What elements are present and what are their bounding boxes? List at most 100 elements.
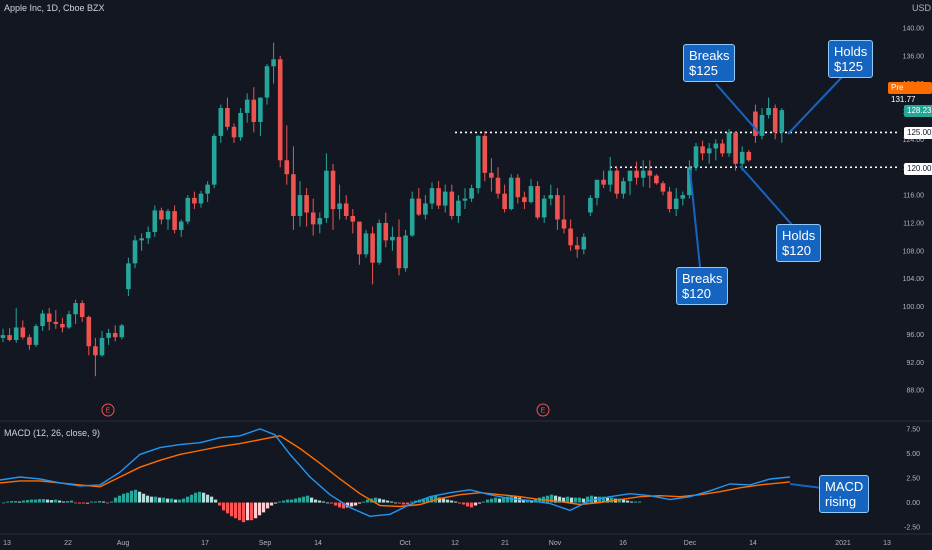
pre-market-tag: Pre 131.77 (888, 82, 932, 104)
time-tick-label: 16 (619, 540, 627, 547)
macd-histogram-bar (174, 499, 178, 503)
candle-body (205, 184, 210, 194)
candle-body (462, 198, 468, 201)
macd-histogram-bar (382, 499, 386, 503)
macd-signal-line (0, 435, 791, 508)
macd-histogram-bar (250, 502, 254, 521)
macd-tick-label: 7.50 (906, 426, 920, 433)
candle-body (621, 181, 626, 194)
candle-body (693, 146, 699, 168)
macd-histogram-bar (434, 495, 438, 503)
macd-histogram-bar (26, 500, 30, 503)
candle-body (475, 135, 481, 189)
macd-tick-label: 0.00 (906, 500, 920, 507)
macd-histogram-bar (318, 500, 322, 503)
macd-tick-label: 5.00 (906, 451, 920, 458)
candle-body (376, 222, 382, 263)
candle-body (73, 303, 78, 315)
macd-histogram-bar (302, 496, 306, 503)
candle-body (680, 195, 686, 199)
macd-histogram-bar (290, 499, 294, 503)
candle-body (238, 112, 243, 138)
candle-body (581, 236, 587, 250)
candle-body (535, 186, 540, 218)
macd-histogram-bar (626, 500, 630, 503)
macd-histogram-bar (402, 502, 406, 505)
macd-histogram-bar (294, 498, 298, 503)
macd-histogram-bar (454, 501, 458, 503)
level-125-tag: 125.00 (904, 127, 932, 139)
candle-body (99, 337, 105, 356)
candle-body (403, 235, 408, 269)
macd-histogram-bar (390, 501, 394, 503)
candle-body (350, 216, 356, 222)
macd-histogram-bar (190, 494, 194, 503)
macd-histogram-bar (498, 498, 502, 503)
macd-histogram-bar (354, 502, 358, 506)
macd-histogram-bar (54, 499, 58, 503)
candle-body (7, 335, 12, 340)
price-tick-label: 112.00 (903, 220, 924, 227)
candle-body (284, 160, 290, 175)
macd-histogram-bar (306, 495, 310, 503)
candle-body (594, 179, 600, 198)
candle-body (20, 327, 26, 338)
macd-histogram-bar (98, 501, 102, 503)
macd-histogram-bar (214, 499, 218, 503)
macd-histogram-bar (78, 502, 82, 504)
candle-body (271, 59, 276, 67)
macd-histogram-bar (158, 497, 162, 503)
candle-body (357, 221, 362, 255)
macd-histogram-bar (130, 490, 134, 503)
candle-body (489, 172, 494, 178)
candle-body (548, 195, 554, 199)
macd-histogram-bar (126, 492, 130, 503)
macd-histogram-bar (70, 500, 74, 503)
macd-histogram-bar (386, 500, 390, 503)
callout-pointer (789, 483, 823, 489)
macd-histogram-bar (522, 499, 526, 503)
macd-histogram-bar (546, 495, 550, 503)
macd-histogram-bar (622, 499, 626, 503)
candle-body (198, 193, 204, 204)
macd-histogram-bar (138, 491, 142, 503)
symbol-title: Apple Inc, 1D, Cboe BZX (4, 3, 105, 13)
macd-histogram-bar (534, 498, 538, 503)
candle-body (720, 143, 725, 154)
macd-histogram-bar (478, 502, 482, 504)
candle-body (779, 110, 785, 133)
price-tick-label: 96.00 (906, 332, 924, 339)
candle-body (159, 210, 164, 220)
price-tick-label: 124.00 (903, 137, 925, 144)
candle-body (390, 236, 395, 241)
candle-body (185, 197, 191, 222)
macd-histogram-bar (14, 501, 18, 503)
macd-histogram-bar (446, 499, 450, 503)
candle-body (112, 333, 118, 338)
price-tick-label: 100.00 (903, 304, 925, 311)
candle-body (700, 146, 705, 154)
macd-histogram-bar (2, 502, 6, 504)
macd-histogram-bar (558, 496, 562, 503)
macd-title: MACD (12, 26, close, 9) (4, 428, 101, 438)
macd-histogram-bar (450, 500, 454, 503)
macd-histogram-bar (410, 501, 414, 503)
candle-body (317, 218, 323, 225)
macd-histogram-bar (398, 502, 402, 504)
macd-histogram-bar (94, 501, 98, 503)
macd-histogram-bar (274, 502, 278, 504)
candle-body (640, 170, 646, 178)
macd-histogram-bar (562, 497, 566, 503)
macd-histogram-bar (90, 501, 94, 503)
candle-body (79, 303, 85, 317)
candle-body (192, 197, 197, 204)
candle-body (330, 170, 336, 210)
macd-histogram-bar (286, 499, 290, 503)
candle-body (13, 327, 19, 340)
macd-histogram-bar (358, 502, 362, 504)
callout-pointer (739, 165, 794, 227)
macd-histogram-bar (34, 499, 38, 503)
macd-histogram-bar (30, 499, 34, 503)
macd-histogram-bar (210, 496, 214, 503)
candle-body (310, 212, 316, 225)
